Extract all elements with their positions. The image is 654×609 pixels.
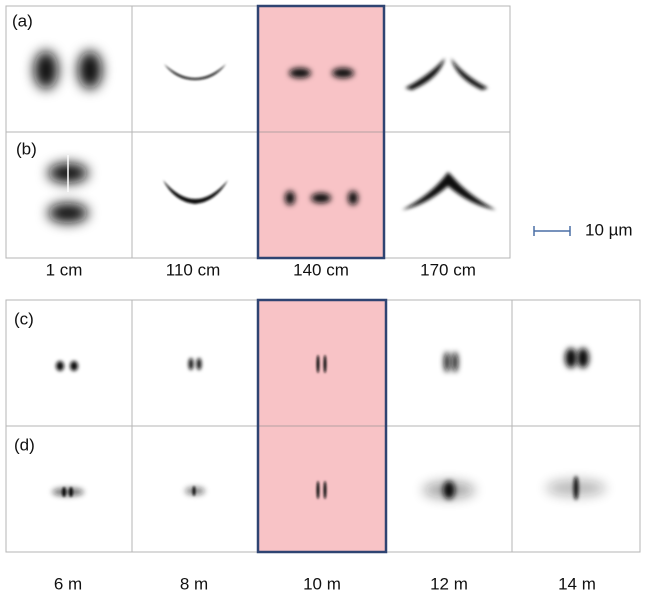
column-label: 1 cm [46, 260, 83, 279]
column-label: 10 m [303, 574, 341, 593]
column-label: 140 cm [293, 260, 349, 279]
top-grid [5, 4, 511, 260]
row-label: (c) [14, 309, 34, 328]
column-label: 110 cm [166, 260, 221, 279]
patterns-a [34, 51, 488, 90]
bottom-grid [5, 298, 641, 554]
column-label: 12 m [430, 574, 468, 593]
column-label: 170 cm [420, 260, 476, 279]
patterns-b [48, 155, 496, 223]
scale-label: 10 µm [585, 220, 633, 239]
patterns-c [56, 348, 589, 373]
scale-bar [533, 226, 571, 236]
row-label: (a) [12, 11, 33, 30]
row-label: (b) [16, 139, 37, 158]
row-label: (d) [14, 435, 35, 454]
column-label: 14 m [558, 574, 596, 593]
column-label: 6 m [54, 574, 82, 593]
patterns-d [52, 476, 606, 500]
column-label: 8 m [180, 574, 208, 593]
